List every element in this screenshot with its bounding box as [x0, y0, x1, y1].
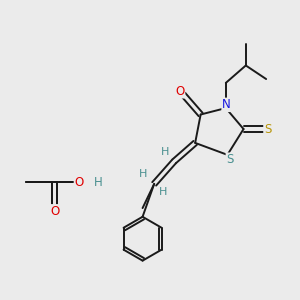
Text: S: S	[226, 153, 234, 166]
Text: H: H	[161, 147, 169, 157]
Text: H: H	[94, 176, 103, 189]
Text: H: H	[140, 169, 148, 179]
Text: N: N	[222, 98, 231, 111]
Text: O: O	[50, 205, 59, 218]
Text: S: S	[264, 122, 272, 136]
Text: O: O	[74, 176, 84, 189]
Text: O: O	[176, 85, 184, 98]
Text: H: H	[159, 187, 167, 197]
